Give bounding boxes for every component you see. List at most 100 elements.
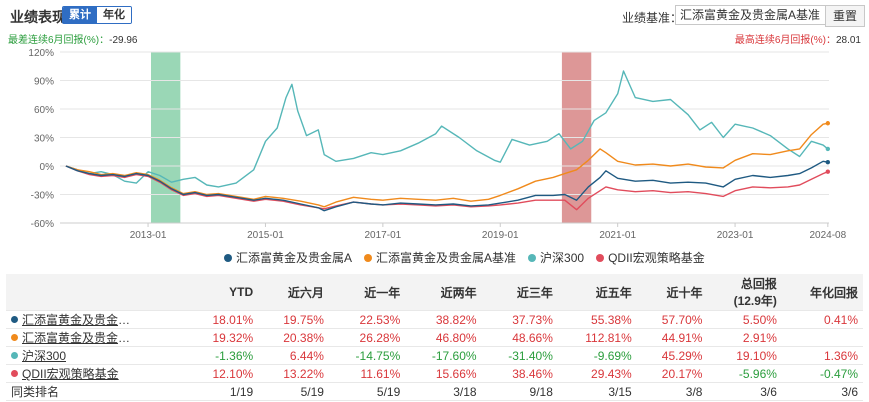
legend-marker bbox=[528, 253, 537, 262]
column-header: 近五年 bbox=[557, 274, 637, 311]
worst-6m-value: -29.96 bbox=[109, 35, 138, 46]
return-value-cell: 5.50% bbox=[707, 310, 782, 329]
column-header: 近两年 bbox=[405, 274, 482, 311]
return-value-cell: 57.70% bbox=[636, 310, 708, 329]
tab-cumulative[interactable]: 累计 bbox=[63, 7, 97, 23]
legend-item[interactable]: 汇添富黄金及贵金属A基准 bbox=[364, 249, 516, 266]
best-6m-label: 最高连续6月回报(%)： bbox=[734, 35, 836, 46]
return-value-cell: -31.40% bbox=[481, 346, 558, 365]
row-name: 汇添富黄金及贵金属A bbox=[11, 311, 131, 328]
return-value-cell: -17.60% bbox=[405, 346, 482, 365]
return-value-cell: -5.96% bbox=[707, 364, 782, 383]
y-tick-label: 0% bbox=[40, 162, 55, 173]
table-row: QDII宏观策略基金 12.10% 13.22% 11.61% 15.66% 38.46%… bbox=[6, 364, 863, 383]
series-color-dot bbox=[11, 370, 18, 377]
return-value-cell: 26.28% bbox=[328, 328, 406, 347]
return-value-cell: 15.66% bbox=[405, 364, 482, 383]
table-header-row: YTD 近六月 近一年 近两年 近三年 近五年 近十年 总回报 (12.9年) 年化回报 bbox=[6, 274, 863, 311]
legend-label: 汇添富黄金及贵金属A基准 bbox=[376, 251, 517, 265]
legend-marker bbox=[224, 253, 232, 262]
return-value-cell: 0.41% bbox=[781, 310, 863, 329]
row-name-cell: 沪深300 bbox=[6, 346, 188, 365]
fund-name-link[interactable]: QDII宏观策略基金 bbox=[22, 367, 119, 381]
legend-label: 沪深300 bbox=[540, 251, 585, 265]
legend-label: 汇添富黄金及贵金属A bbox=[236, 251, 353, 265]
returns-table: YTD 近六月 近一年 近两年 近三年 近五年 近十年 总回报 (12.9年) 年化回报 汇添富黄… bbox=[6, 274, 863, 401]
table-row: 沪深300 -1.36% 6.44% -14.75% -17.60% -31.40% -9.… bbox=[6, 346, 863, 365]
mode-tabs: 累计 年化 bbox=[62, 6, 132, 24]
worst-6m-return: 最差连续6月回报(%)：-29.96 bbox=[8, 31, 137, 46]
row-name-cell: 汇添富黄金及贵金属A bbox=[6, 310, 188, 329]
column-header: 总回报 (12.9年) bbox=[707, 274, 782, 311]
row-name: QDII宏观策略基金 bbox=[11, 365, 131, 382]
legend-item[interactable]: QDII宏观策略基金 bbox=[596, 249, 705, 266]
y-tick-label: -60% bbox=[31, 219, 54, 230]
return-value-cell: 45.29% bbox=[636, 346, 708, 365]
return-value-cell: 112.81% bbox=[557, 328, 637, 347]
return-value-cell: 11.61% bbox=[328, 364, 406, 383]
fund-name-link[interactable]: 沪深300 bbox=[22, 349, 67, 363]
fund-name-link[interactable]: 汇添富黄金及贵金属A bbox=[22, 313, 131, 327]
column-header: 近一年 bbox=[328, 274, 406, 311]
row-name-cell: 汇添富黄金及贵金属A基准 bbox=[6, 328, 188, 347]
return-value-cell: 19.32% bbox=[187, 328, 259, 347]
x-tick-label: 2021-01 bbox=[599, 230, 636, 241]
best-6m-value: 28.01 bbox=[835, 35, 861, 46]
return-value-cell: -14.75% bbox=[328, 346, 406, 365]
series-line bbox=[65, 122, 828, 208]
return-value-cell: 12.10% bbox=[187, 364, 259, 383]
return-value-cell: -0.47% bbox=[781, 364, 863, 383]
return-value-cell: 19.10% bbox=[707, 346, 782, 365]
return-value-cell: -1.36% bbox=[187, 346, 259, 365]
return-value-cell: -9.69% bbox=[557, 346, 637, 365]
return-value-cell: 29.43% bbox=[557, 364, 637, 383]
return-value-cell: 19.75% bbox=[258, 310, 329, 329]
section-title: 业绩表现 bbox=[10, 9, 66, 25]
return-value-cell: 48.66% bbox=[481, 328, 558, 347]
x-tick-label: 2017-01 bbox=[365, 230, 402, 241]
return-value-cell: 44.91% bbox=[636, 328, 708, 347]
return-value-cell: 38.82% bbox=[405, 310, 482, 329]
peer-rank-cell: 3/8 bbox=[636, 382, 708, 401]
worst-6m-label: 最差连续6月回报(%)： bbox=[8, 35, 110, 46]
x-tick-label: 2019-01 bbox=[482, 230, 519, 241]
row-name: 沪深300 bbox=[11, 347, 131, 364]
series-color-dot bbox=[11, 352, 18, 359]
best-6m-return: 最高连续6月回报(%)：28.01 bbox=[735, 31, 861, 46]
y-tick-label: 60% bbox=[34, 105, 54, 116]
row-name: 汇添富黄金及贵金属A基准 bbox=[11, 329, 131, 346]
return-value-cell: 2.91% bbox=[707, 328, 782, 347]
peer-rank-cell: 3/6 bbox=[707, 382, 782, 401]
reset-button[interactable]: 重置 bbox=[825, 5, 865, 27]
return-value-cell: 22.53% bbox=[328, 310, 406, 329]
series-line bbox=[65, 160, 828, 212]
return-value-cell: 20.38% bbox=[258, 328, 329, 347]
tab-annualized[interactable]: 年化 bbox=[97, 7, 131, 23]
peer-rank-cell: 3/15 bbox=[557, 382, 637, 401]
x-tick-label: 2015-01 bbox=[247, 230, 284, 241]
return-value-cell: 1.36% bbox=[781, 346, 863, 365]
return-value-cell: 6.44% bbox=[258, 346, 329, 365]
peer-rank-cell: 3/6 bbox=[781, 382, 863, 401]
series-end-point bbox=[825, 160, 831, 165]
series-line bbox=[65, 165, 829, 211]
benchmark-select[interactable]: 汇添富黄金及贵金属A基准 bbox=[675, 5, 831, 25]
column-header: 近三年 bbox=[481, 274, 558, 311]
peer-rank-cell: 5/19 bbox=[258, 382, 329, 401]
series-line bbox=[65, 70, 829, 188]
legend-item[interactable]: 汇添富黄金及贵金属A bbox=[224, 249, 352, 266]
x-tick-label: 2013-01 bbox=[130, 230, 167, 241]
peer-rank-row: 同类排名 1/19 5/19 5/19 3/18 9/18 3/15 3/8 3/6 3/6 bbox=[6, 382, 863, 401]
return-value-cell: 18.01% bbox=[187, 310, 259, 329]
column-header: 年化回报 bbox=[781, 274, 863, 311]
fund-name-link[interactable]: 汇添富黄金及贵金属A基准 bbox=[22, 331, 131, 345]
series-end-point bbox=[825, 169, 831, 174]
return-value-cell bbox=[781, 328, 863, 347]
legend-item[interactable]: 沪深300 bbox=[528, 249, 584, 266]
y-tick-label: 120% bbox=[28, 48, 54, 59]
series-color-dot bbox=[11, 334, 18, 341]
legend-label: QDII宏观策略基金 bbox=[608, 251, 705, 265]
x-tick-label: 2024-08 bbox=[809, 230, 846, 241]
series-end-point bbox=[825, 121, 831, 126]
